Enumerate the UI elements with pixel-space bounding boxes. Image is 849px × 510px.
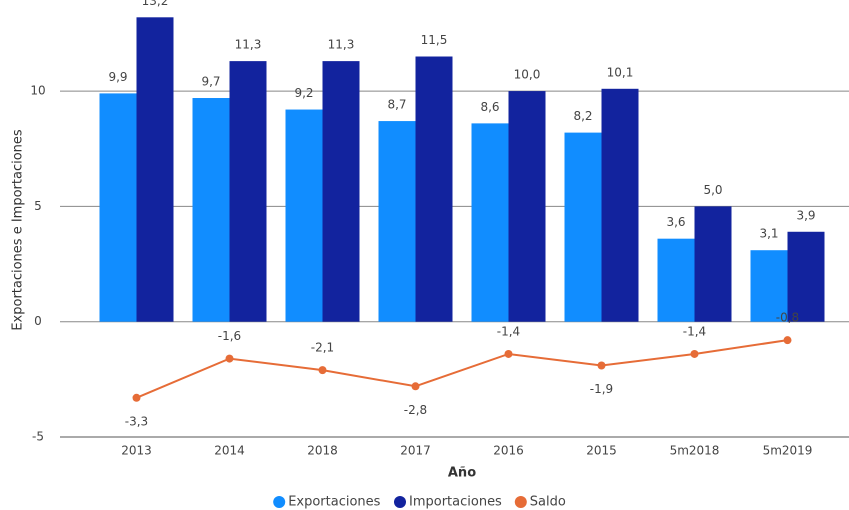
bar bbox=[192, 98, 230, 322]
data-label: 11,5 bbox=[421, 33, 448, 47]
line-point bbox=[132, 393, 141, 402]
data-label: -1,6 bbox=[218, 329, 241, 343]
x-axis-title: Año bbox=[448, 466, 476, 481]
bar bbox=[378, 121, 416, 322]
line-point bbox=[504, 349, 513, 358]
y-tick-label: 10 bbox=[30, 84, 45, 98]
line-point bbox=[318, 366, 327, 375]
data-label: 5,0 bbox=[703, 183, 722, 197]
bar bbox=[657, 238, 695, 322]
line bbox=[136, 339, 788, 399]
x-tick-label: 5m2018 bbox=[670, 444, 720, 458]
line-point bbox=[411, 382, 420, 391]
line-point bbox=[225, 354, 234, 363]
data-label: 8,7 bbox=[387, 98, 406, 112]
x-tick-label: 2013 bbox=[121, 444, 152, 458]
x-tick-label: 2018 bbox=[307, 444, 338, 458]
data-label: 9,9 bbox=[108, 70, 127, 84]
bar bbox=[694, 206, 732, 322]
bar bbox=[601, 88, 639, 322]
data-label: -1,9 bbox=[590, 382, 613, 396]
x-tick-label: 2015 bbox=[586, 444, 617, 458]
y-axis-title: Exportaciones e Importaciones bbox=[11, 129, 26, 331]
x-tick-label: 2014 bbox=[214, 444, 245, 458]
bar bbox=[750, 250, 788, 322]
data-label: 8,2 bbox=[573, 109, 592, 123]
data-label: 11,3 bbox=[328, 38, 355, 52]
data-label: 10,0 bbox=[514, 68, 541, 82]
legend-swatch bbox=[514, 496, 527, 508]
y-tick-label: 0 bbox=[34, 314, 42, 328]
data-label: -0,8 bbox=[776, 311, 799, 325]
legend-label: Importaciones bbox=[409, 495, 502, 510]
bar bbox=[564, 132, 602, 322]
line-point bbox=[783, 336, 792, 345]
data-label: -1,4 bbox=[683, 324, 706, 338]
bar bbox=[229, 61, 267, 322]
data-label: 3,1 bbox=[759, 227, 778, 241]
data-label: 3,9 bbox=[796, 208, 815, 222]
bar bbox=[136, 17, 174, 322]
bar bbox=[415, 56, 453, 322]
x-tick-label: 2016 bbox=[493, 444, 524, 458]
data-label: -2,1 bbox=[311, 341, 334, 355]
data-label: 3,6 bbox=[666, 215, 685, 229]
data-label: 13,2 bbox=[142, 0, 169, 8]
data-label: -2,8 bbox=[404, 403, 427, 417]
bar bbox=[322, 61, 360, 322]
legend-label: Saldo bbox=[530, 495, 566, 510]
x-tick-label: 5m2019 bbox=[763, 444, 813, 458]
bar bbox=[508, 91, 546, 322]
x-tick-label: 2017 bbox=[400, 444, 431, 458]
data-label: 9,7 bbox=[201, 75, 220, 89]
legend-label: Exportaciones bbox=[288, 495, 380, 510]
data-label: 8,6 bbox=[480, 100, 499, 114]
bar bbox=[285, 109, 323, 322]
bar bbox=[99, 93, 137, 322]
data-label: -1,4 bbox=[497, 324, 520, 338]
legend-swatch bbox=[394, 496, 406, 508]
data-label: 10,1 bbox=[607, 65, 634, 79]
data-label: 11,3 bbox=[235, 38, 262, 52]
bar bbox=[787, 231, 825, 322]
line-point bbox=[690, 349, 699, 358]
legend-swatch bbox=[273, 496, 286, 508]
data-label: 9,2 bbox=[294, 86, 313, 100]
data-label: -3,3 bbox=[125, 414, 148, 428]
line-point bbox=[597, 361, 606, 370]
y-tick-label: -5 bbox=[32, 430, 44, 444]
y-tick-label: 5 bbox=[34, 199, 42, 213]
bar bbox=[471, 123, 509, 322]
